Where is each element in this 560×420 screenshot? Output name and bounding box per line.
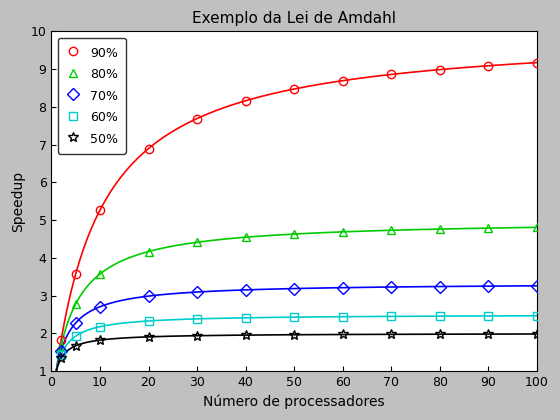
60% [145, 318, 152, 323]
60% [388, 314, 395, 319]
50% [96, 338, 103, 343]
60% [96, 324, 103, 329]
X-axis label: Número de processadores: Número de processadores [203, 394, 385, 409]
90% [58, 338, 64, 343]
70% [388, 284, 395, 289]
70% [58, 348, 64, 353]
80% [72, 302, 79, 307]
60% [485, 313, 492, 318]
90% [96, 207, 103, 213]
80% [291, 231, 297, 236]
50% [145, 334, 152, 339]
80% [58, 343, 64, 348]
80% [242, 235, 249, 240]
80% [485, 226, 492, 231]
60% [534, 313, 540, 318]
80% [534, 225, 540, 230]
90% [145, 146, 152, 151]
80% [145, 249, 152, 254]
90% [339, 78, 346, 83]
60% [436, 314, 443, 319]
60% [242, 315, 249, 320]
50% [388, 332, 395, 337]
50% [72, 343, 79, 348]
60% [58, 352, 64, 357]
60% [72, 333, 79, 339]
90% [291, 87, 297, 92]
80% [339, 229, 346, 234]
50% [534, 331, 540, 336]
Y-axis label: Speedup: Speedup [11, 171, 25, 232]
80% [436, 226, 443, 231]
50% [242, 333, 249, 338]
80% [388, 228, 395, 233]
Legend: 90%, 80%, 70%, 60%, 50%: 90%, 80%, 70%, 60%, 50% [58, 38, 125, 154]
70% [194, 289, 200, 294]
70% [291, 286, 297, 291]
Title: Exemplo da Lei de Amdahl: Exemplo da Lei de Amdahl [192, 11, 396, 26]
50% [194, 333, 200, 338]
50% [485, 331, 492, 336]
80% [194, 240, 200, 245]
Line: 80%: 80% [57, 223, 541, 350]
70% [485, 284, 492, 289]
90% [194, 116, 200, 121]
80% [96, 271, 103, 276]
50% [58, 356, 64, 361]
70% [534, 284, 540, 289]
90% [388, 72, 395, 77]
90% [242, 98, 249, 103]
Line: 50%: 50% [56, 329, 542, 363]
Line: 90%: 90% [57, 58, 541, 344]
70% [339, 285, 346, 290]
70% [96, 304, 103, 309]
50% [436, 332, 443, 337]
70% [72, 320, 79, 326]
70% [436, 284, 443, 289]
90% [485, 63, 492, 68]
70% [242, 287, 249, 292]
90% [72, 271, 79, 276]
Line: 70%: 70% [57, 282, 541, 355]
70% [145, 294, 152, 299]
60% [339, 314, 346, 319]
90% [534, 60, 540, 65]
60% [291, 315, 297, 320]
Line: 60%: 60% [57, 312, 541, 359]
50% [291, 332, 297, 337]
90% [436, 67, 443, 72]
50% [339, 332, 346, 337]
60% [194, 316, 200, 321]
